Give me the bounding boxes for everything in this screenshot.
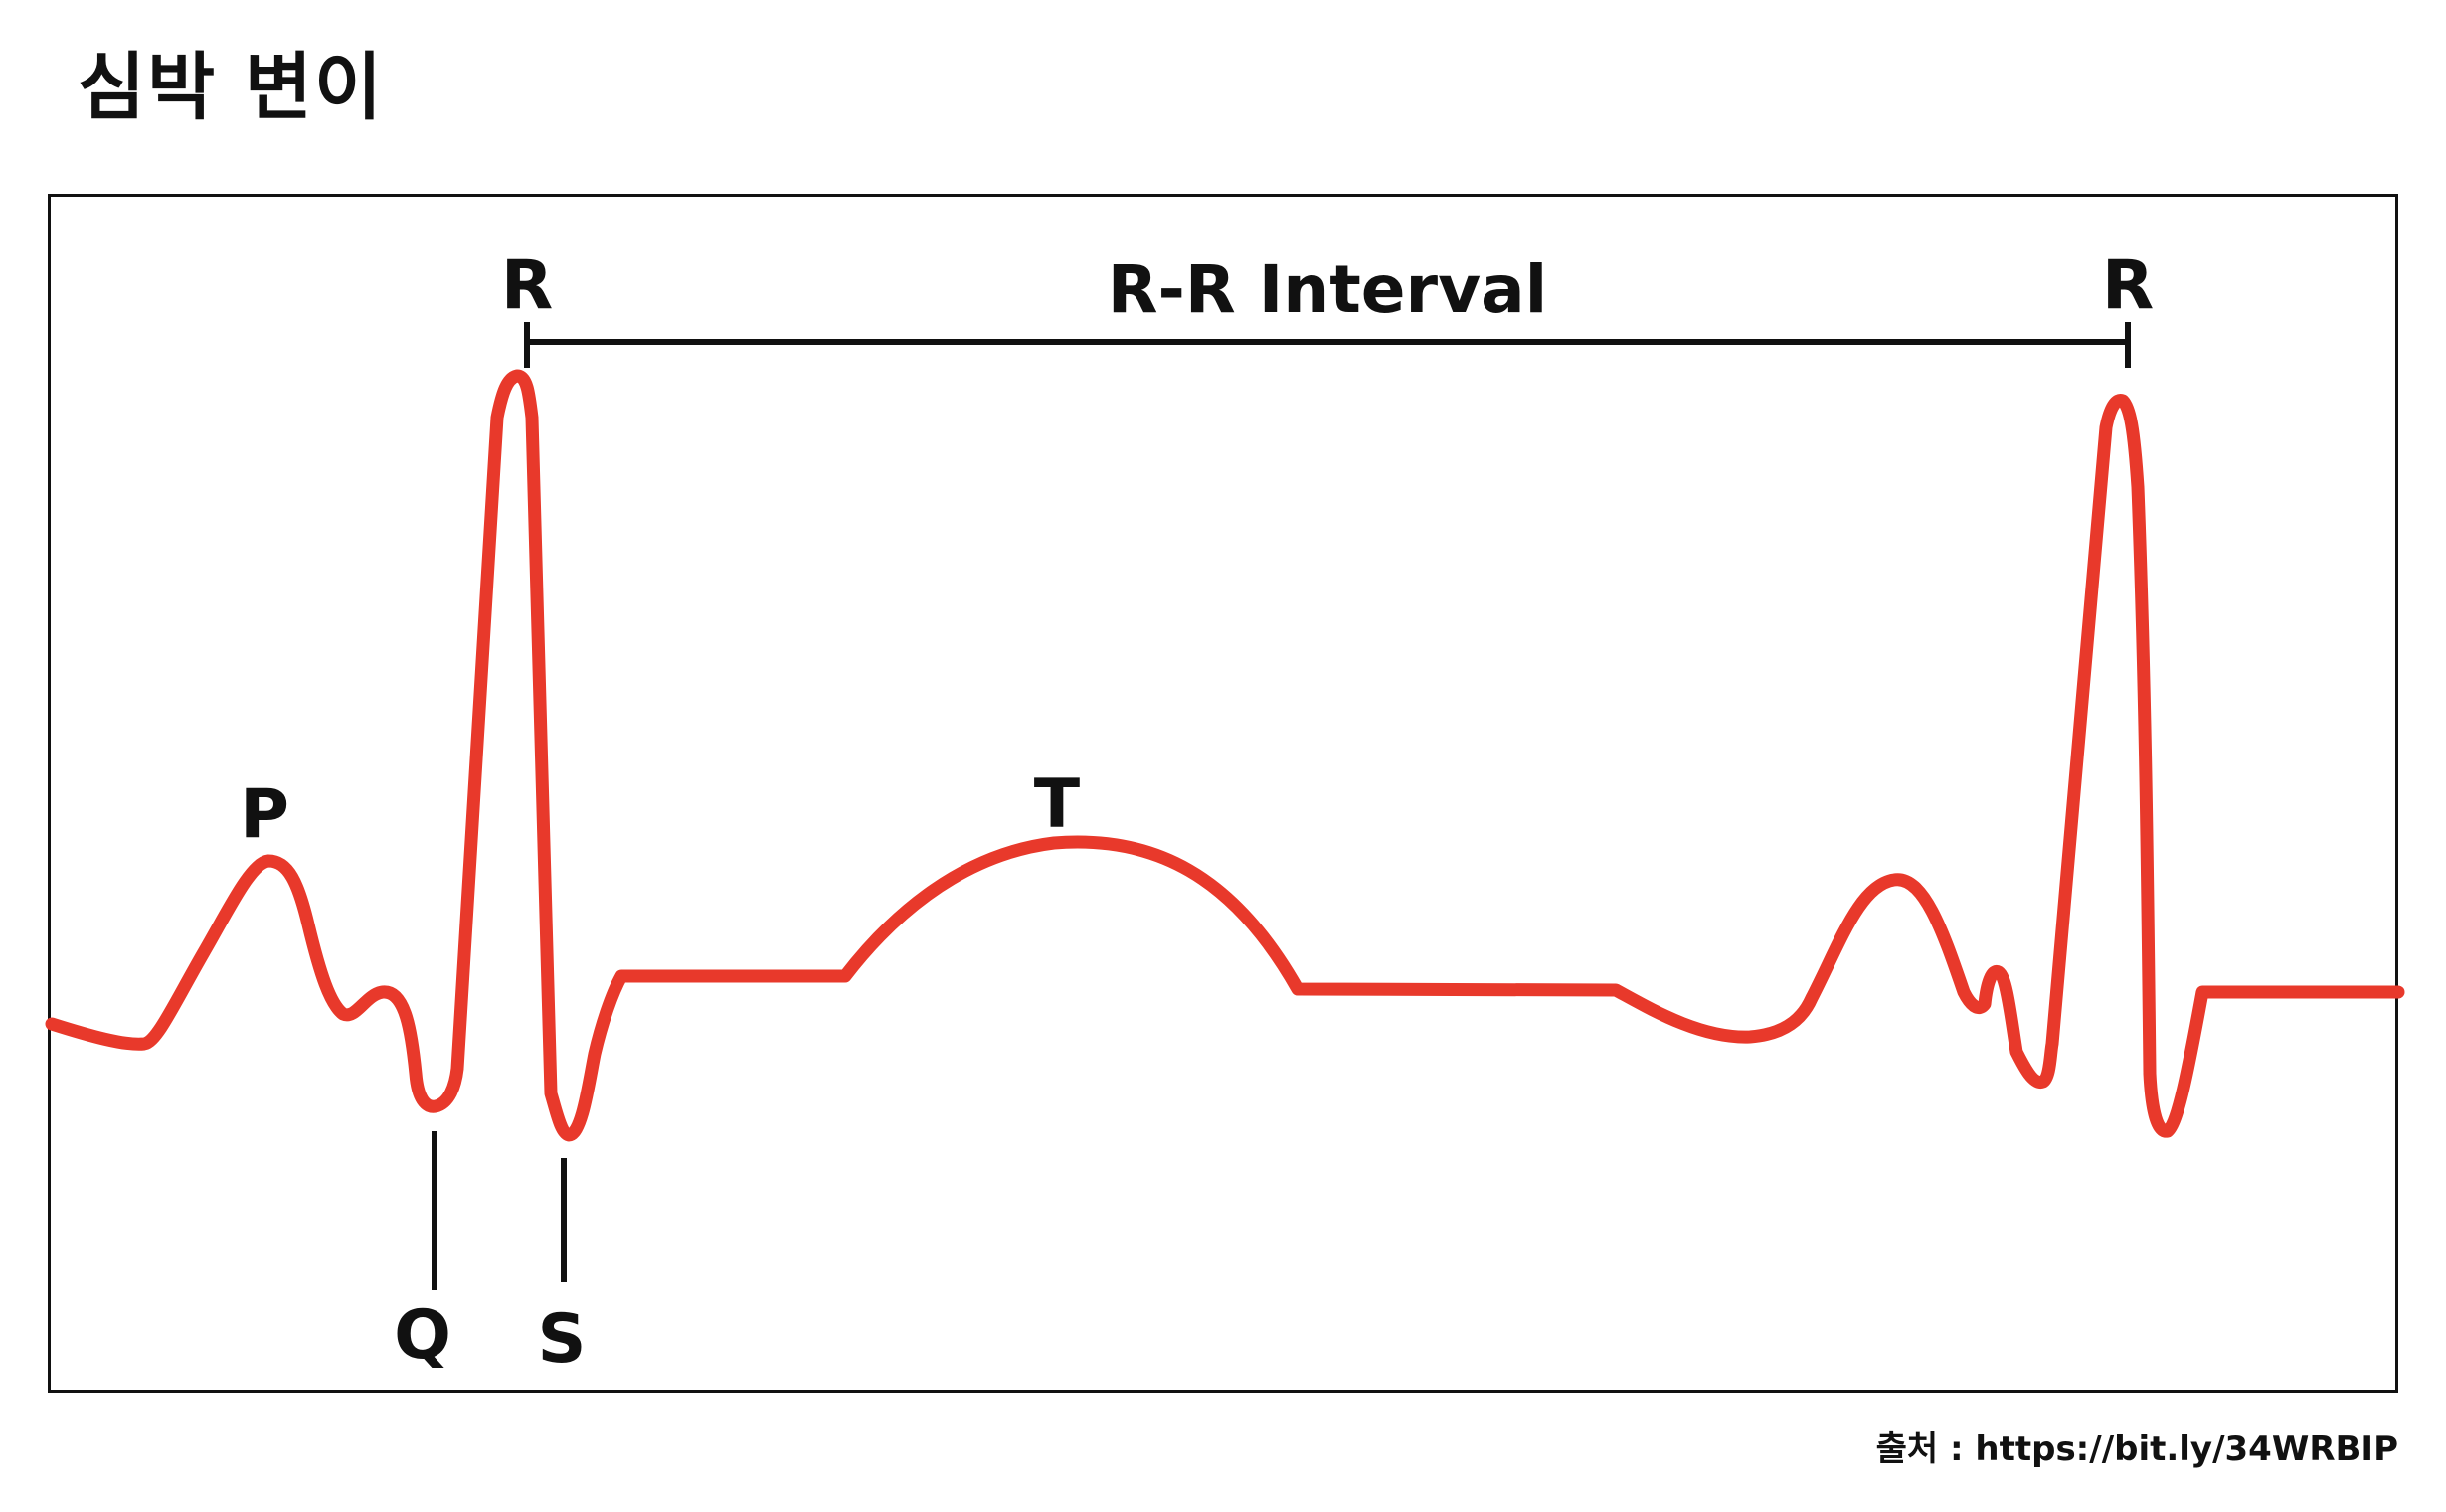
- label-r-first: R: [501, 247, 553, 325]
- diagram-frame: [48, 194, 2398, 1393]
- ecg-waveform: [45, 369, 2405, 1142]
- label-p: P: [240, 775, 289, 854]
- source-caption: 출처 : https://bit.ly/34WRBIP: [1875, 1429, 2398, 1469]
- rr-interval-label: R-R Interval: [1108, 252, 1548, 328]
- label-t: T: [1034, 765, 1081, 844]
- label-s: S: [538, 1300, 587, 1379]
- label-r-second: R: [2102, 247, 2154, 325]
- page-title: 심박 변이: [78, 45, 385, 130]
- label-q: Q: [394, 1296, 451, 1375]
- rr-interval-bracket: [524, 322, 2131, 368]
